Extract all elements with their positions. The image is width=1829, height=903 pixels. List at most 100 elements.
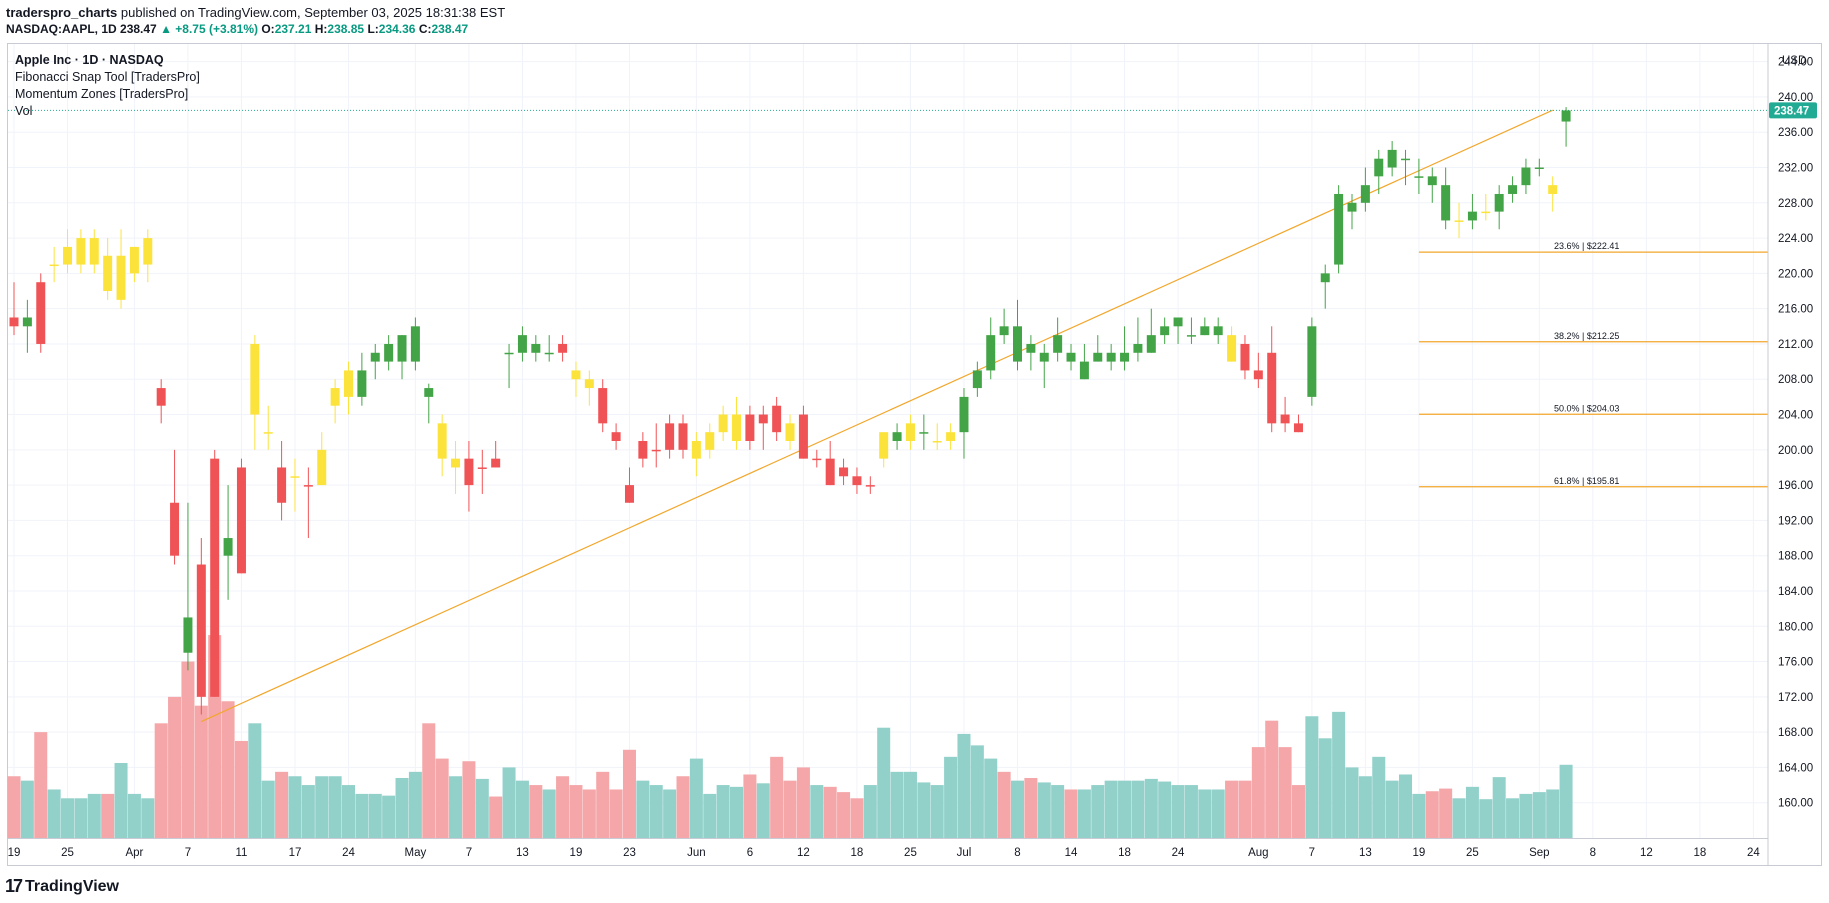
candle-body <box>410 326 420 362</box>
volume-bar <box>61 798 75 838</box>
candle-body <box>651 449 661 452</box>
candle-body <box>624 485 634 503</box>
candle-body <box>1360 185 1370 203</box>
volume-bar <box>1479 799 1493 838</box>
volume-bar <box>1399 774 1413 838</box>
price-tick-label: 196.00 <box>1778 480 1813 492</box>
time-tick-label: Apr <box>125 847 143 859</box>
volume-bar <box>850 798 864 838</box>
currency-label[interactable]: USD <box>1782 55 1806 67</box>
candle-body <box>1374 158 1384 177</box>
candle-body <box>571 370 581 380</box>
close-value: 238.47 <box>431 22 469 36</box>
volume-bar <box>1452 798 1466 838</box>
tradingview-logo[interactable]: 17 TradingView <box>5 876 119 897</box>
candle-body <box>1053 335 1063 353</box>
candle-body <box>825 458 835 486</box>
time-axis: 19 25 Apr 7 11 17 24 May 7 13 19 23 Jun 6 12 18 25 Jul 8 14… <box>8 838 1768 859</box>
candle-body <box>1013 326 1022 362</box>
candle-body <box>745 414 755 441</box>
time-tick-label: 24 <box>1747 847 1760 859</box>
candle-body <box>1401 158 1411 161</box>
candle-body <box>892 432 902 441</box>
candle-body <box>905 423 915 441</box>
time-tick-label: 14 <box>1065 847 1078 859</box>
candle-body <box>116 255 126 300</box>
indicator-volume[interactable]: Vol <box>15 104 33 118</box>
candle-body <box>1026 343 1036 353</box>
volume-bar <box>1091 785 1105 838</box>
indicator-momentum-zones[interactable]: Momentum Zones [TradersPro] <box>15 87 189 101</box>
time-tick-label: 8 <box>1014 847 1020 859</box>
time-tick-label: 13 <box>1359 847 1372 859</box>
indicator-fibonacci[interactable]: Fibonacci Snap Tool [TradersPro] <box>15 70 200 84</box>
candle-body <box>839 467 849 477</box>
volume-bar <box>596 771 610 838</box>
candle-body <box>1267 352 1277 424</box>
candle-body <box>491 458 501 468</box>
volume-bar <box>1051 785 1065 838</box>
volume-bar <box>127 793 141 838</box>
candle-body <box>1039 352 1049 362</box>
volume-bar <box>20 780 34 838</box>
time-tick-label: 23 <box>623 847 636 859</box>
legend-title[interactable]: Apple Inc · 1D · NASDAQ <box>15 53 164 67</box>
volume-bar <box>1385 780 1399 838</box>
time-tick-label: 18 <box>1118 847 1131 859</box>
candle-body <box>223 538 233 556</box>
candle-body <box>1160 326 1170 336</box>
volume-bar <box>34 732 48 838</box>
volume-bar <box>703 793 717 838</box>
time-tick-label: 17 <box>289 847 302 859</box>
price-tick-label: 220.00 <box>1778 268 1813 280</box>
volume-bar <box>890 771 904 838</box>
candle-body <box>758 414 768 424</box>
volume-bar <box>1171 785 1185 838</box>
candle-body <box>504 352 514 355</box>
time-tick-label: 25 <box>904 847 917 859</box>
volume-bar <box>7 776 21 838</box>
candle-body <box>103 255 113 292</box>
open-value: 237.21 <box>274 22 312 36</box>
candle-body <box>277 467 287 503</box>
price-tick-label: 244.00 <box>1778 57 1813 69</box>
candle-body <box>1481 211 1491 214</box>
candle-body <box>598 388 608 424</box>
candle-body <box>370 352 380 362</box>
time-tick-label: May <box>405 847 427 859</box>
volume-bar <box>288 776 302 838</box>
candle-body <box>384 343 394 362</box>
volume-bar <box>1358 776 1372 838</box>
time-tick-label: Sep <box>1529 847 1549 859</box>
volume-bar <box>1118 780 1132 838</box>
candle-body <box>798 414 808 459</box>
volume-bar <box>756 783 770 838</box>
volume-bar <box>328 776 342 838</box>
price-tick-label: 164.00 <box>1778 762 1813 774</box>
author-name[interactable]: traderspro_charts <box>6 5 118 20</box>
volume-bar <box>1144 778 1158 838</box>
candlesticks <box>9 107 1571 715</box>
price-tick-label: 232.00 <box>1778 163 1813 175</box>
high-label: H: <box>314 22 328 36</box>
volume-bar <box>997 771 1011 838</box>
volume-bar <box>529 785 543 838</box>
volume-bar <box>1546 789 1560 838</box>
candle-body <box>1534 167 1544 170</box>
volume-bar <box>917 782 931 838</box>
volume-bar <box>315 776 329 838</box>
volume-bar <box>970 745 984 838</box>
candle-body <box>1146 335 1156 353</box>
candle-body <box>785 423 795 441</box>
candle-body <box>1133 343 1143 353</box>
candle-body <box>424 388 434 397</box>
low-value: 234.36 <box>378 22 416 36</box>
candle-body <box>531 343 541 353</box>
volume-bar <box>556 776 570 838</box>
volume-bar <box>1037 782 1051 838</box>
candle-body <box>1066 352 1076 362</box>
price-tick-label: 184.00 <box>1778 586 1813 598</box>
price-change: ▲ +8.75 (+3.81%) <box>160 22 258 36</box>
open-label: O: <box>261 22 275 36</box>
